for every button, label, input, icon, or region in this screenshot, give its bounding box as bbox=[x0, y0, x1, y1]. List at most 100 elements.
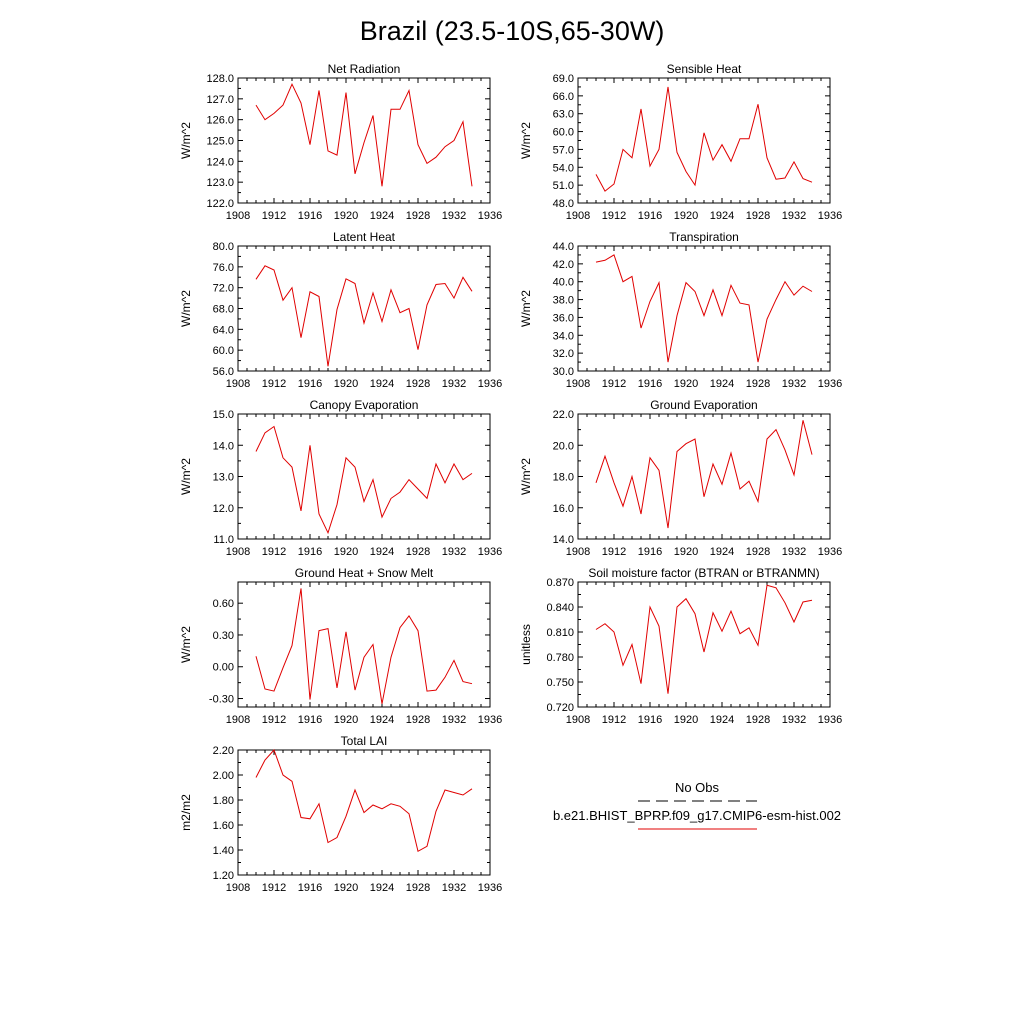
x-tick-label: 1908 bbox=[226, 546, 250, 558]
panel-5: Canopy Evaporation 1908 1912 1916 1920 1924 19… bbox=[179, 398, 502, 558]
y-tick-label: 125.0 bbox=[206, 136, 234, 148]
y-axis-label: W/m^2 bbox=[179, 626, 193, 663]
x-tick-label: 1916 bbox=[298, 714, 322, 726]
x-tick-label: 1920 bbox=[334, 714, 358, 726]
x-tick-label: 1920 bbox=[334, 210, 358, 222]
x-tick-label: 1912 bbox=[602, 210, 626, 222]
x-tick-label: 1936 bbox=[478, 546, 502, 558]
panel-title: Total LAI bbox=[341, 734, 388, 748]
panel-title: Canopy Evaporation bbox=[310, 398, 419, 412]
panel-7: Ground Heat + Snow Melt 1908 1912 1916 1920 1… bbox=[179, 566, 502, 726]
y-axis-label: W/m^2 bbox=[179, 290, 193, 327]
y-axis-label: W/m^2 bbox=[179, 458, 193, 495]
x-tick-label: 1932 bbox=[782, 378, 806, 390]
y-tick-label: 0.750 bbox=[546, 677, 574, 689]
series-line bbox=[255, 425, 473, 535]
y-tick-label: 128.0 bbox=[206, 73, 234, 85]
x-tick-label: 1924 bbox=[370, 882, 394, 894]
y-axis-label: W/m^2 bbox=[179, 122, 193, 159]
y-tick-label: 80.0 bbox=[213, 241, 234, 253]
y-tick-label: 66.0 bbox=[553, 91, 574, 103]
x-tick-label: 1916 bbox=[638, 210, 662, 222]
y-tick-label: 64.0 bbox=[213, 324, 234, 336]
y-tick-label: 44.0 bbox=[553, 241, 574, 253]
x-tick-label: 1936 bbox=[478, 378, 502, 390]
series-line bbox=[255, 588, 473, 704]
y-tick-label: 124.0 bbox=[206, 156, 234, 168]
y-tick-label: 57.0 bbox=[553, 144, 574, 156]
y-tick-label: 76.0 bbox=[213, 262, 234, 274]
y-tick-label: 0.870 bbox=[546, 577, 574, 589]
x-tick-label: 1924 bbox=[370, 210, 394, 222]
x-tick-label: 1936 bbox=[478, 882, 502, 894]
x-tick-label: 1936 bbox=[478, 714, 502, 726]
x-tick-label: 1924 bbox=[370, 546, 394, 558]
x-tick-label: 1924 bbox=[370, 378, 394, 390]
y-tick-label: 123.0 bbox=[206, 177, 234, 189]
legend-label-obs: No Obs bbox=[675, 780, 720, 795]
x-tick-label: 1928 bbox=[746, 714, 770, 726]
x-tick-label: 1912 bbox=[262, 714, 286, 726]
y-tick-label: -0.30 bbox=[209, 694, 234, 706]
panel-4: Transpiration 1908 1912 1916 1920 1924 1928 193… bbox=[519, 230, 842, 390]
y-tick-label: 0.780 bbox=[546, 652, 574, 664]
y-tick-label: 1.40 bbox=[213, 845, 234, 857]
x-tick-label: 1920 bbox=[674, 714, 698, 726]
y-tick-label: 0.810 bbox=[546, 627, 574, 639]
x-tick-label: 1916 bbox=[638, 546, 662, 558]
x-tick-label: 1936 bbox=[478, 210, 502, 222]
panel-title: Ground Evaporation bbox=[650, 398, 757, 412]
x-tick-label: 1920 bbox=[334, 378, 358, 390]
x-tick-label: 1924 bbox=[710, 210, 734, 222]
x-tick-label: 1928 bbox=[406, 546, 430, 558]
y-tick-label: 14.0 bbox=[213, 440, 234, 452]
x-tick-label: 1916 bbox=[638, 714, 662, 726]
y-tick-label: 51.0 bbox=[553, 180, 574, 192]
y-tick-label: 0.720 bbox=[546, 702, 574, 714]
panel-6: Ground Evaporation 1908 1912 1916 1920 1924 19… bbox=[519, 398, 842, 558]
y-tick-label: 1.20 bbox=[213, 870, 234, 882]
x-tick-label: 1924 bbox=[710, 378, 734, 390]
y-tick-label: 1.60 bbox=[213, 820, 234, 832]
panel-3: Latent Heat 1908 1912 1916 1920 1924 1928 1932 1… bbox=[179, 230, 502, 390]
x-tick-label: 1928 bbox=[406, 714, 430, 726]
y-tick-label: 127.0 bbox=[206, 94, 234, 106]
x-tick-label: 1916 bbox=[638, 378, 662, 390]
x-tick-label: 1920 bbox=[674, 210, 698, 222]
x-tick-label: 1920 bbox=[674, 378, 698, 390]
y-tick-label: 54.0 bbox=[553, 162, 574, 174]
y-tick-label: 34.0 bbox=[553, 330, 574, 342]
y-tick-label: 12.0 bbox=[213, 503, 234, 515]
series-line bbox=[595, 420, 813, 529]
x-tick-label: 1916 bbox=[298, 882, 322, 894]
y-tick-label: 36.0 bbox=[553, 312, 574, 324]
x-tick-label: 1936 bbox=[818, 378, 842, 390]
series-line bbox=[255, 749, 473, 853]
x-tick-label: 1928 bbox=[746, 378, 770, 390]
x-tick-label: 1912 bbox=[262, 882, 286, 894]
y-tick-label: 56.0 bbox=[213, 366, 234, 378]
y-tick-label: 11.0 bbox=[213, 534, 234, 546]
x-tick-label: 1908 bbox=[566, 378, 590, 390]
y-tick-label: 0.840 bbox=[546, 602, 574, 614]
y-tick-label: 15.0 bbox=[213, 409, 234, 421]
legend-label-model: b.e21.BHIST_BPRP.f09_g17.CMIP6-esm-hist.… bbox=[553, 808, 841, 823]
panels: Net Radiation 1908 1912 1916 1920 1924 1928 193… bbox=[179, 62, 842, 894]
y-tick-label: 13.0 bbox=[213, 472, 234, 484]
x-tick-label: 1908 bbox=[226, 210, 250, 222]
figure-title: Brazil (23.5-10S,65-30W) bbox=[360, 16, 665, 46]
y-tick-label: 32.0 bbox=[553, 348, 574, 360]
y-tick-label: 0.30 bbox=[213, 630, 234, 642]
y-tick-label: 69.0 bbox=[553, 73, 574, 85]
y-tick-label: 60.0 bbox=[553, 127, 574, 139]
panel-title: Soil moisture factor (BTRAN or BTRANMN) bbox=[588, 566, 819, 580]
y-tick-label: 40.0 bbox=[553, 277, 574, 289]
y-tick-label: 1.80 bbox=[213, 795, 234, 807]
x-tick-label: 1932 bbox=[442, 378, 466, 390]
y-tick-label: 20.0 bbox=[553, 440, 574, 452]
x-tick-label: 1912 bbox=[602, 378, 626, 390]
x-tick-label: 1924 bbox=[370, 714, 394, 726]
series-line bbox=[595, 584, 813, 694]
x-tick-label: 1932 bbox=[442, 210, 466, 222]
y-tick-label: 63.0 bbox=[553, 109, 574, 121]
